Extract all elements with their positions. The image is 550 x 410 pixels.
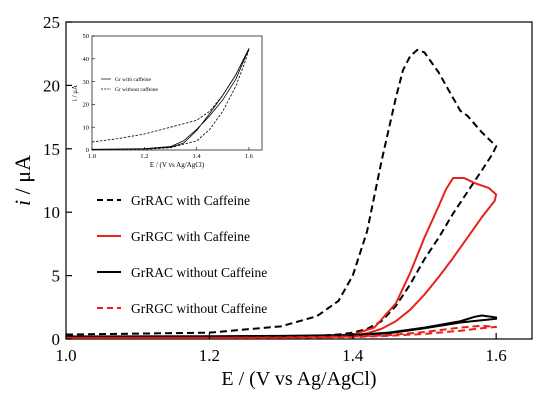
x-axis-label: E / (V vs Ag/AgCl) [221,368,376,390]
y-tick-label: 25 [43,13,60,32]
y-tick-label: 40 [83,56,90,63]
y-tick-label: 30 [83,79,90,86]
legend: Gr with caffeine Gr without caffeine [101,76,159,93]
legend-label: GrRGC with Caffeine [131,229,250,244]
x-tick-label: 1.0 [88,153,96,160]
x-tick-label: 1.4 [342,346,364,365]
series-line-2 [316,176,498,339]
legend-label: Gr without caffeine [115,86,159,93]
y-axis-label: i / μA [71,85,79,101]
y-tick-label: 5 [52,267,61,286]
x-tick-label: 1.2 [140,153,148,160]
series-line-1 [65,48,498,339]
legend-label: GrRAC without Caffeine [131,265,267,280]
y-axis-label: i / μA [10,155,35,206]
y-tick-label: 10 [83,124,90,131]
y-tick-label: 0 [86,147,89,154]
series-line-1 [91,48,250,150]
x-tick-label: 1.2 [199,346,220,365]
legend-label: GrRAC with Caffeine [131,193,250,208]
inset-frame [91,35,263,151]
x-tick-label: 1.6 [486,346,507,365]
legend-label: Gr with caffeine [115,76,151,83]
legend: GrRAC with Caffeine GrRGC with Caffeine Gr… [97,193,267,316]
y-tick-label: 10 [43,203,60,222]
series-line-3 [65,314,498,338]
legend-label: GrRGC without Caffeine [131,301,267,316]
x-tick-label: 1.6 [245,153,254,160]
x-axis-label: E / (V vs Ag/AgCl) [150,161,205,169]
x-tick-label: 1.4 [193,153,202,160]
y-tick-label: 50 [83,33,90,40]
y-tick-label: 0 [52,330,61,349]
y-tick-label: 20 [43,76,60,95]
x-tick-label: 1.0 [55,346,76,365]
series-line-4 [66,324,498,339]
series-line-2 [91,49,250,150]
y-tick-label: 20 [83,102,90,109]
inset-chart: 1.0 1.2 1.4 1.6 0 10 20 30 40 50 E / (V vs Ag/AgCl… [71,33,263,169]
y-tick-label: 15 [43,140,60,159]
main-chart: 1.0 1.2 1.4 1.6 0 5 10 15 20 25 E / (V vs Ag/AgCl)… [10,13,533,390]
plot-frame [65,21,533,340]
